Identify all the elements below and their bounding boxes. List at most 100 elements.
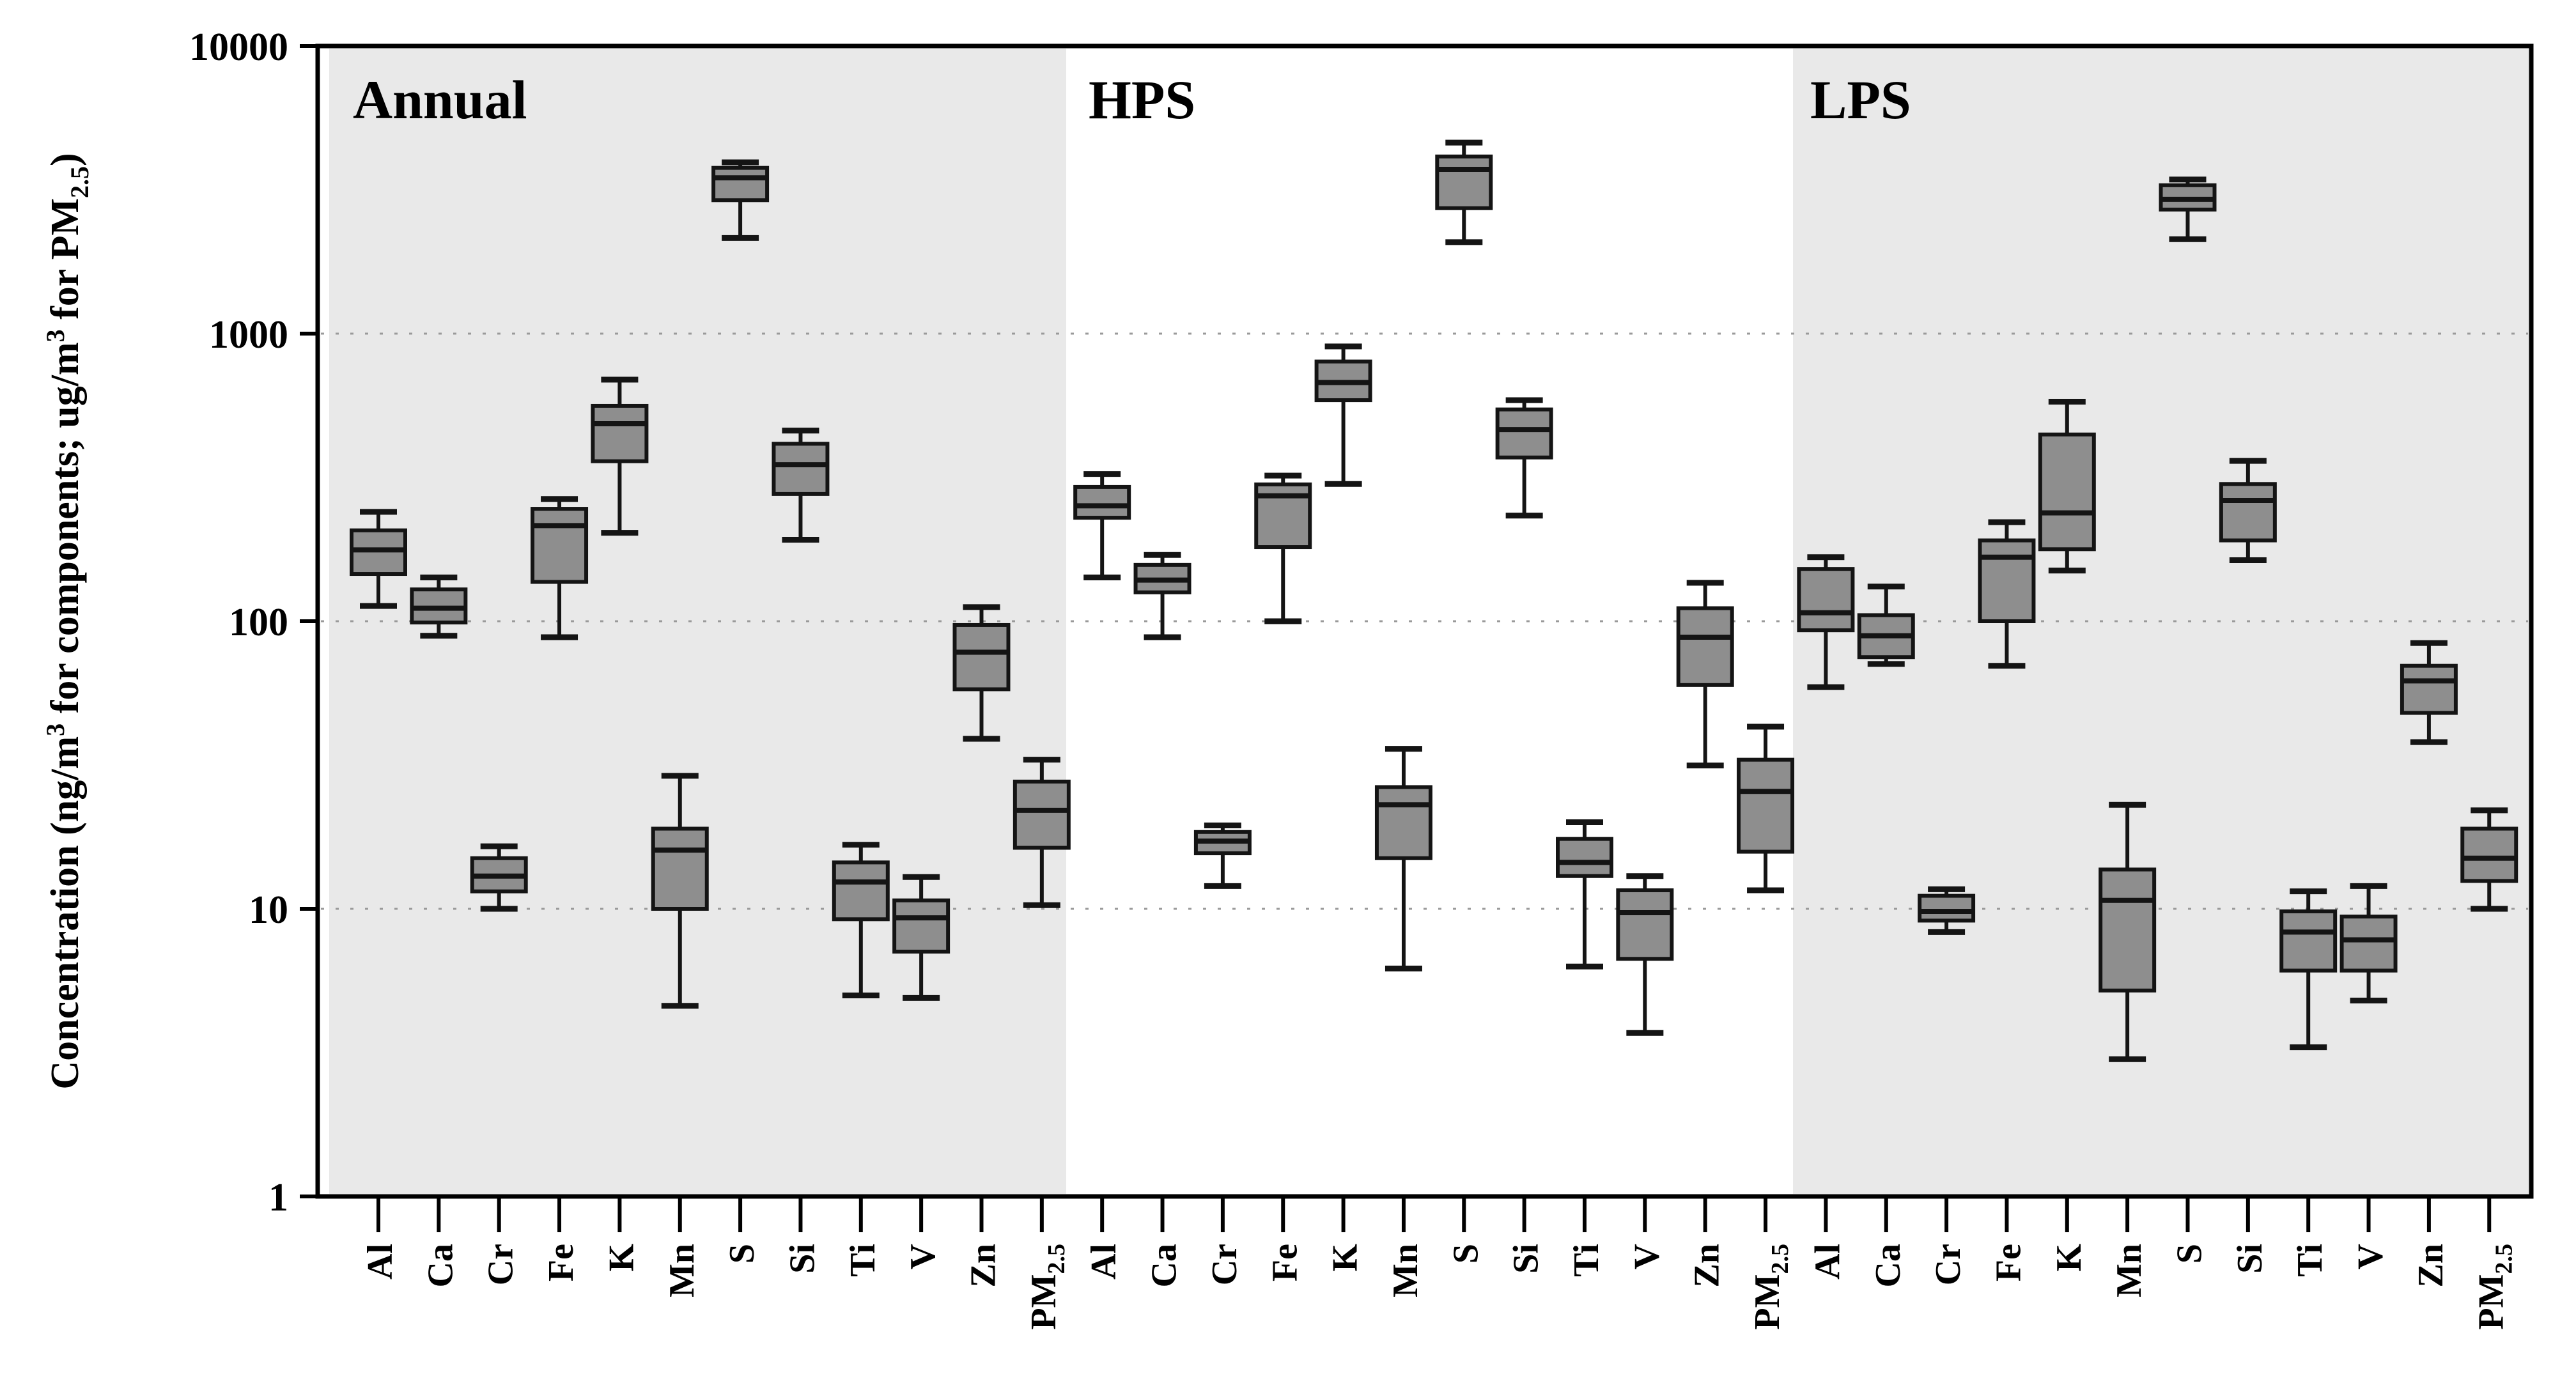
box-lps-fe xyxy=(1978,519,2036,669)
y-tick-label-10000: 10000 xyxy=(189,26,288,69)
box-annual-cr xyxy=(470,843,528,912)
x-label-lps-v: V xyxy=(2351,1244,2391,1269)
iqr-box xyxy=(1556,837,1613,878)
y-axis-title-sup: 3 xyxy=(41,329,70,342)
box-lps-cr xyxy=(1918,886,1976,935)
box-hps-k xyxy=(1314,343,1372,487)
x-label-annual-ca: Ca xyxy=(421,1244,460,1287)
x-label-annual-zn: Zn xyxy=(964,1244,1004,1288)
panel-title-annual: Annual xyxy=(353,69,527,130)
box-lps-s xyxy=(2159,176,2217,242)
x-label-lps-si: Si xyxy=(2230,1244,2270,1274)
x-label-lps-al: Al xyxy=(1808,1244,1847,1280)
iqr-box xyxy=(2400,663,2458,715)
box-annual-s xyxy=(711,159,770,241)
x-label-annual-ti: Ti xyxy=(843,1244,883,1277)
y-axis-title: Concentration (ng/m3 for components; ug/… xyxy=(41,153,94,1089)
box-annual-ca xyxy=(410,574,468,639)
x-label-hps-v: V xyxy=(1627,1244,1666,1269)
x-label-subscript: 2.5 xyxy=(1043,1244,1070,1274)
box-hps-al xyxy=(1073,471,1131,580)
iqr-box xyxy=(1374,785,1432,860)
x-label-lps-ti: Ti xyxy=(2290,1244,2330,1277)
x-label-annual-mn: Mn xyxy=(662,1244,702,1297)
iqr-box xyxy=(1013,779,1071,850)
iqr-box xyxy=(2339,915,2398,973)
box-lps-al xyxy=(1797,554,1855,690)
iqr-box xyxy=(1737,757,1795,854)
box-lps-v xyxy=(2339,883,2398,1003)
x-label-annual-v: V xyxy=(903,1244,943,1269)
x-label-annual-k: K xyxy=(601,1244,641,1272)
panel-title-lps: LPS xyxy=(1810,69,1911,130)
y-tick-label-1: 1 xyxy=(268,1176,288,1219)
x-label-hps-pm: PM2.5 xyxy=(1748,1244,1794,1330)
box-lps-zn xyxy=(2400,640,2458,745)
box-hps-s xyxy=(1435,139,1493,245)
x-label-hps-ca: Ca xyxy=(1145,1244,1184,1287)
iqr-box xyxy=(1495,407,1553,460)
box-annual-pm2.5 xyxy=(1013,757,1071,908)
y-axis-title-sub: 2.5 xyxy=(65,166,94,198)
box-lps-mn xyxy=(2099,801,2157,1062)
x-label-hps-fe: Fe xyxy=(1265,1244,1305,1281)
iqr-box xyxy=(832,860,890,922)
box-lps-k xyxy=(2038,398,2096,574)
x-label-subscript: 2.5 xyxy=(2490,1244,2517,1274)
x-label-lps-fe: Fe xyxy=(1989,1244,2028,1281)
x-label-lps-pm: PM2.5 xyxy=(2471,1244,2517,1330)
x-label-subscript: 2.5 xyxy=(1767,1244,1794,1274)
box-annual-v xyxy=(892,874,950,1001)
x-label-lps-zn: Zn xyxy=(2411,1244,2451,1288)
x-label-hps-cr: Cr xyxy=(1205,1244,1245,1285)
y-tick-label-1000: 1000 xyxy=(209,313,288,357)
x-label-annual-pm: PM2.5 xyxy=(1024,1244,1070,1330)
x-label-lps-mn: Mn xyxy=(2109,1244,2149,1297)
box-hps-zn xyxy=(1676,580,1734,769)
box-hps-ti xyxy=(1556,819,1613,970)
x-label-hps-k: K xyxy=(1326,1244,1365,1272)
iqr-box xyxy=(1616,888,1674,961)
iqr-box xyxy=(1978,538,2036,623)
iqr-box xyxy=(1435,154,1493,210)
iqr-box xyxy=(892,898,950,954)
box-hps-ca xyxy=(1133,552,1191,640)
box-lps-pm2.5 xyxy=(2460,807,2518,912)
x-label-annual-si: Si xyxy=(782,1244,822,1274)
iqr-box xyxy=(2460,826,2518,883)
iqr-box xyxy=(1676,606,1734,687)
box-hps-v xyxy=(1616,873,1674,1036)
box-lps-ti xyxy=(2279,888,2338,1051)
iqr-box xyxy=(531,507,589,584)
x-label-annual-fe: Fe xyxy=(541,1244,581,1281)
box-annual-fe xyxy=(531,496,589,640)
iqr-box xyxy=(952,623,1011,692)
box-lps-ca xyxy=(1857,584,1915,667)
box-annual-k xyxy=(591,376,649,536)
x-label-annual-cr: Cr xyxy=(481,1244,521,1285)
box-hps-si xyxy=(1495,397,1553,519)
box-annual-si xyxy=(772,428,830,543)
iqr-box xyxy=(591,403,649,463)
box-annual-al xyxy=(350,509,407,609)
iqr-box xyxy=(2279,909,2338,973)
x-label-lps-cr: Cr xyxy=(1928,1244,1968,1285)
y-tick-label-100: 100 xyxy=(229,601,288,644)
box-hps-fe xyxy=(1254,472,1312,624)
x-label-annual-al: Al xyxy=(361,1244,400,1280)
iqr-box xyxy=(1918,893,1976,923)
box-annual-zn xyxy=(952,604,1011,742)
x-label-hps-mn: Mn xyxy=(1386,1244,1425,1297)
iqr-box xyxy=(2038,432,2096,552)
panel-title-hps: HPS xyxy=(1089,69,1195,130)
iqr-box xyxy=(772,442,830,496)
x-label-hps-al: Al xyxy=(1084,1244,1124,1280)
y-tick-label-10: 10 xyxy=(249,888,288,932)
x-label-hps-ti: Ti xyxy=(1567,1244,1606,1277)
x-label-lps-ca: Ca xyxy=(1868,1244,1908,1287)
box-annual-mn xyxy=(651,773,709,1009)
y-axis-title-sup: 3 xyxy=(41,723,70,736)
iqr-box xyxy=(711,166,770,203)
